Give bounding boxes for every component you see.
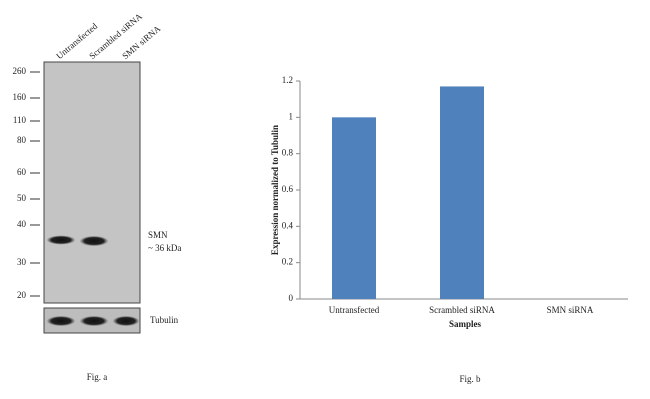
x-axis-label: Samples (449, 319, 482, 329)
marker-label: 110 (13, 115, 27, 125)
target-size: ~ 36 kDa (148, 243, 181, 253)
lane-label: Scrambled siRNA (87, 11, 144, 61)
tubulin-band (47, 316, 75, 326)
smn-band (47, 235, 75, 245)
marker-label: 60 (17, 167, 27, 177)
bar (332, 117, 376, 299)
y-tick-label: 1.2 (282, 75, 293, 85)
y-tick-label: 0.8 (282, 148, 294, 158)
x-tick-label: SMN siRNA (547, 305, 594, 315)
y-tick-label: 0.4 (282, 220, 294, 230)
loading-control-label: Tubulin (150, 315, 179, 325)
x-tick-label: Untransfected (329, 305, 380, 315)
marker-label: 20 (17, 290, 27, 300)
y-tick-label: 0.2 (282, 257, 293, 267)
marker-label: 80 (17, 135, 27, 145)
blot-membrane (43, 61, 141, 304)
target-label: SMN (148, 230, 168, 240)
tubulin-band (113, 316, 139, 326)
marker-label: 30 (17, 257, 27, 267)
marker-label: 260 (13, 66, 27, 76)
caption: Fig. a (87, 372, 108, 382)
tubulin-band (80, 316, 108, 326)
bar (440, 86, 484, 299)
y-tick-label: 1 (289, 111, 294, 121)
marker-label: 40 (17, 219, 27, 229)
marker-label: 160 (13, 92, 27, 102)
x-tick-label: Scrambled siRNA (429, 305, 495, 315)
caption: Fig. b (459, 374, 481, 384)
y-tick-label: 0.6 (282, 184, 294, 194)
marker-label: 50 (17, 193, 27, 203)
y-tick-label: 0 (289, 293, 294, 303)
smn-band (80, 236, 108, 246)
y-axis-label: Expression normalized to Tubulin (270, 125, 280, 255)
